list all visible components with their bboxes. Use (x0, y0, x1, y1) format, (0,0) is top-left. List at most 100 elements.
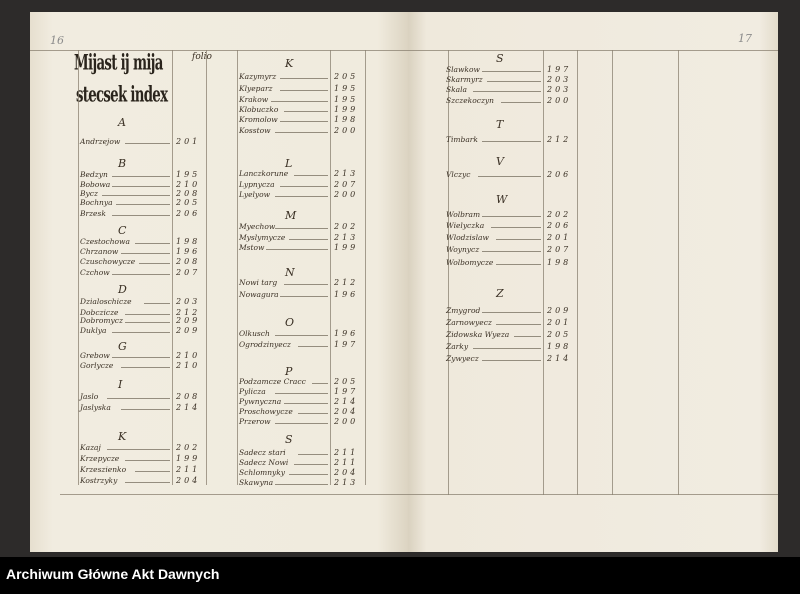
leader-line (473, 91, 541, 92)
index-letter-heading: S (285, 433, 293, 446)
folio-number: 202 (334, 222, 359, 231)
folio-number: 200 (334, 190, 359, 199)
place-name: Krakow (239, 95, 269, 104)
page-number: 17 (738, 32, 752, 45)
index-letter-heading: D (118, 283, 127, 296)
place-name: Olkusch (239, 329, 270, 338)
place-name: Duklya (80, 326, 107, 335)
place-name: Szczekoczyn (446, 96, 494, 105)
leader-line (134, 243, 170, 244)
folio-number: 198 (547, 342, 572, 351)
folio-number: 199 (176, 454, 201, 463)
folio-number: 213 (334, 233, 359, 242)
folio-number: 208 (176, 189, 201, 198)
leader-line (279, 121, 328, 122)
folio-number: 204 (176, 476, 201, 485)
place-name: Lanczkorune (239, 169, 289, 178)
index-letter-heading: A (118, 116, 126, 129)
leader-line (125, 482, 170, 483)
place-name: Bobowa (80, 180, 111, 189)
folio-number: 200 (547, 96, 572, 105)
leader-line (102, 195, 170, 196)
place-name: Zarnowyecz (446, 318, 492, 327)
folio-number: 209 (176, 326, 201, 335)
place-name: Lyelyow (239, 190, 271, 199)
folio-number: 206 (547, 170, 572, 179)
place-name: Wolbomycze (446, 258, 494, 267)
place-name: Kromolow (239, 115, 278, 124)
folio-number: 213 (334, 478, 359, 487)
folio-number: 212 (334, 278, 359, 287)
leader-line (111, 176, 170, 177)
folio-number: 210 (176, 180, 201, 189)
leader-line (116, 204, 170, 205)
place-name: Grebow (80, 351, 110, 360)
index-letter-heading: I (118, 378, 123, 391)
leader-line (275, 484, 328, 485)
folio-number: 195 (176, 170, 201, 179)
folio-number: 206 (176, 209, 201, 218)
folio-number: 203 (547, 75, 572, 84)
index-letter-heading: M (285, 209, 297, 222)
archive-name: Archiwum Główne Akt Dawnych (6, 566, 220, 582)
leader-line (139, 263, 170, 264)
folio-number: 212 (176, 308, 201, 317)
leader-line (473, 348, 541, 349)
place-name: Czuschowycze (80, 257, 136, 266)
folio-number: 212 (547, 135, 572, 144)
right-page: 17 S Slawkow 197 Skarmyrz 203 Skala 203 Szczeko… (408, 12, 778, 552)
leader-line (275, 423, 328, 424)
place-name: Czestochowa (80, 237, 130, 246)
folio-number: 205 (176, 198, 201, 207)
folio-number: 209 (547, 306, 572, 315)
ruling-vertical (330, 50, 331, 485)
folio-number: 211 (334, 458, 359, 467)
leader-line (111, 186, 170, 187)
ruling-vertical (237, 50, 238, 485)
place-name: Dzialoschicze (80, 297, 132, 306)
leader-line (284, 284, 328, 285)
place-name: Kazaj (80, 443, 101, 452)
leader-line (482, 71, 541, 72)
place-name: Bochnya (80, 198, 113, 207)
leader-line (279, 296, 328, 297)
place-name: Sadecz Nowi (239, 458, 289, 467)
folio-number: 207 (176, 268, 201, 277)
folio-number: 204 (334, 468, 359, 477)
leader-line (275, 335, 328, 336)
leader-line (275, 393, 328, 394)
place-name: Brzesk (80, 209, 106, 218)
place-name: Pywnyczna (239, 397, 282, 406)
place-name: Krzeszienko (80, 465, 127, 474)
folio-number: 205 (547, 330, 572, 339)
leader-line (107, 398, 170, 399)
place-name: Czchow (80, 268, 110, 277)
place-name: Jaslyska (80, 403, 111, 412)
leader-line (275, 196, 328, 197)
folio-number: 202 (176, 443, 201, 452)
leader-line (482, 312, 541, 313)
leader-line (120, 409, 170, 410)
place-name: Skala (446, 85, 468, 94)
place-name: Timbark (446, 135, 478, 144)
folio-number: 197 (334, 387, 359, 396)
place-name: Przerow (239, 417, 271, 426)
leader-line (270, 101, 328, 102)
leader-line (125, 314, 170, 315)
ruling-vertical (206, 50, 207, 485)
place-name: Sadecz stari (239, 448, 286, 457)
index-letter-heading: G (118, 340, 127, 353)
folio-number: 206 (547, 221, 572, 230)
folio-number: 196 (334, 290, 359, 299)
place-name: Kostrzyky (80, 476, 118, 485)
folio-number: 198 (176, 237, 201, 246)
leader-line (482, 141, 541, 142)
leader-line (500, 102, 541, 103)
folio-number: 207 (547, 245, 572, 254)
folio-number: 197 (547, 65, 572, 74)
folio-number: 200 (334, 126, 359, 135)
leader-line (289, 474, 328, 475)
index-letter-heading: T (496, 118, 504, 131)
leader-line (284, 403, 328, 404)
footer-bar: Archiwum Główne Akt Dawnych (0, 557, 800, 594)
